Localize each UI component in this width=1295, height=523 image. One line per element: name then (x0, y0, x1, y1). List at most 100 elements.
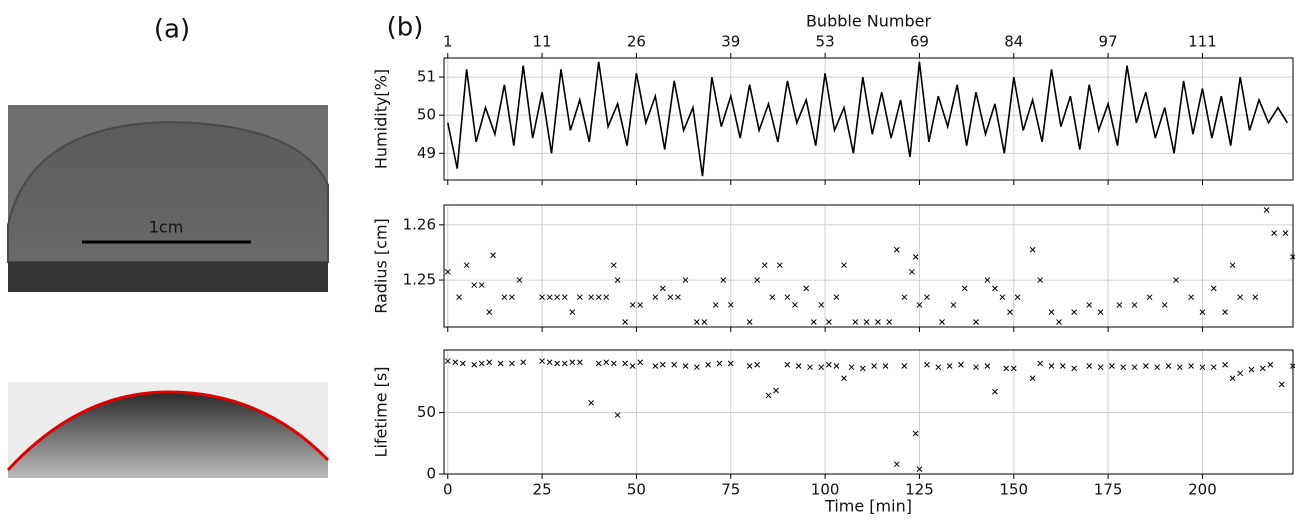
point (992, 389, 997, 394)
point (1279, 382, 1284, 387)
point (1189, 363, 1194, 368)
point (894, 247, 899, 252)
point (577, 295, 582, 300)
point (924, 362, 929, 367)
y-axis-label: Lifetime [s] (372, 367, 391, 458)
y-tick-label: 1.26 (403, 215, 436, 233)
y-tick-label: 51 (417, 68, 436, 86)
point (653, 295, 658, 300)
y-axis-label: Radius [cm] (372, 218, 391, 314)
point (864, 320, 869, 325)
x-tick-label: 25 (533, 481, 552, 499)
point (1132, 365, 1137, 370)
point (808, 365, 813, 370)
point (472, 362, 477, 367)
y-tick-label: 50 (417, 106, 436, 124)
point (1030, 376, 1035, 381)
point (804, 286, 809, 291)
point (1238, 371, 1243, 376)
point (887, 320, 892, 325)
point (875, 320, 880, 325)
point (826, 320, 831, 325)
x2-tick-label: 111 (1188, 33, 1217, 51)
point (1211, 365, 1216, 370)
point (951, 302, 956, 307)
point (974, 365, 979, 370)
point (785, 295, 790, 300)
point (498, 361, 503, 366)
point (1268, 362, 1273, 367)
point (1253, 295, 1258, 300)
point (472, 283, 477, 288)
x-tick-label: 50 (627, 481, 646, 499)
point (611, 263, 616, 268)
point (672, 362, 677, 367)
point (570, 360, 575, 365)
photo-bottom (8, 382, 328, 478)
x-tick-label: 75 (721, 481, 740, 499)
point (638, 302, 643, 307)
point (774, 388, 779, 393)
point (1098, 310, 1103, 315)
y-tick-label: 0 (426, 465, 436, 483)
point (604, 295, 609, 300)
point (770, 295, 775, 300)
y-tick-label: 50 (417, 403, 436, 421)
x2-tick-label: 1 (443, 33, 453, 51)
point (1211, 286, 1216, 291)
y-tick-label: 49 (417, 144, 436, 162)
point (1147, 295, 1152, 300)
point (1223, 310, 1228, 315)
point (1087, 302, 1092, 307)
point (1004, 366, 1009, 371)
point (487, 310, 492, 315)
panel-label: (a) (154, 15, 190, 45)
point (683, 363, 688, 368)
point (1260, 366, 1265, 371)
point (841, 376, 846, 381)
point (1283, 231, 1288, 236)
point (913, 254, 918, 259)
point (1049, 363, 1054, 368)
point (630, 302, 635, 307)
point (623, 361, 628, 366)
plot-frame (444, 350, 1293, 474)
point (1057, 320, 1062, 325)
x-axis-label: Time [min] (824, 497, 912, 516)
point (762, 263, 767, 268)
point (521, 360, 526, 365)
photo-top (8, 105, 328, 292)
point (638, 360, 643, 365)
point (1230, 263, 1235, 268)
point (947, 363, 952, 368)
point (940, 320, 945, 325)
point (777, 263, 782, 268)
point (1230, 376, 1235, 381)
point (491, 253, 496, 258)
plot-frame (444, 205, 1293, 327)
point (849, 365, 854, 370)
point (562, 295, 567, 300)
point (460, 361, 465, 366)
x2-tick-label: 39 (721, 33, 740, 51)
point (589, 295, 594, 300)
point (1143, 363, 1148, 368)
x2-tick-label: 84 (1004, 33, 1023, 51)
panel-label: (b) (387, 13, 424, 43)
point (902, 295, 907, 300)
point (834, 363, 839, 368)
point (453, 360, 458, 365)
point (819, 365, 824, 370)
point (479, 361, 484, 366)
point (555, 295, 560, 300)
point (1272, 231, 1277, 236)
point (1000, 295, 1005, 300)
point (1189, 295, 1194, 300)
point (1264, 207, 1269, 212)
point (853, 320, 858, 325)
point (547, 295, 552, 300)
point (706, 362, 711, 367)
point (1072, 310, 1077, 315)
point (962, 286, 967, 291)
